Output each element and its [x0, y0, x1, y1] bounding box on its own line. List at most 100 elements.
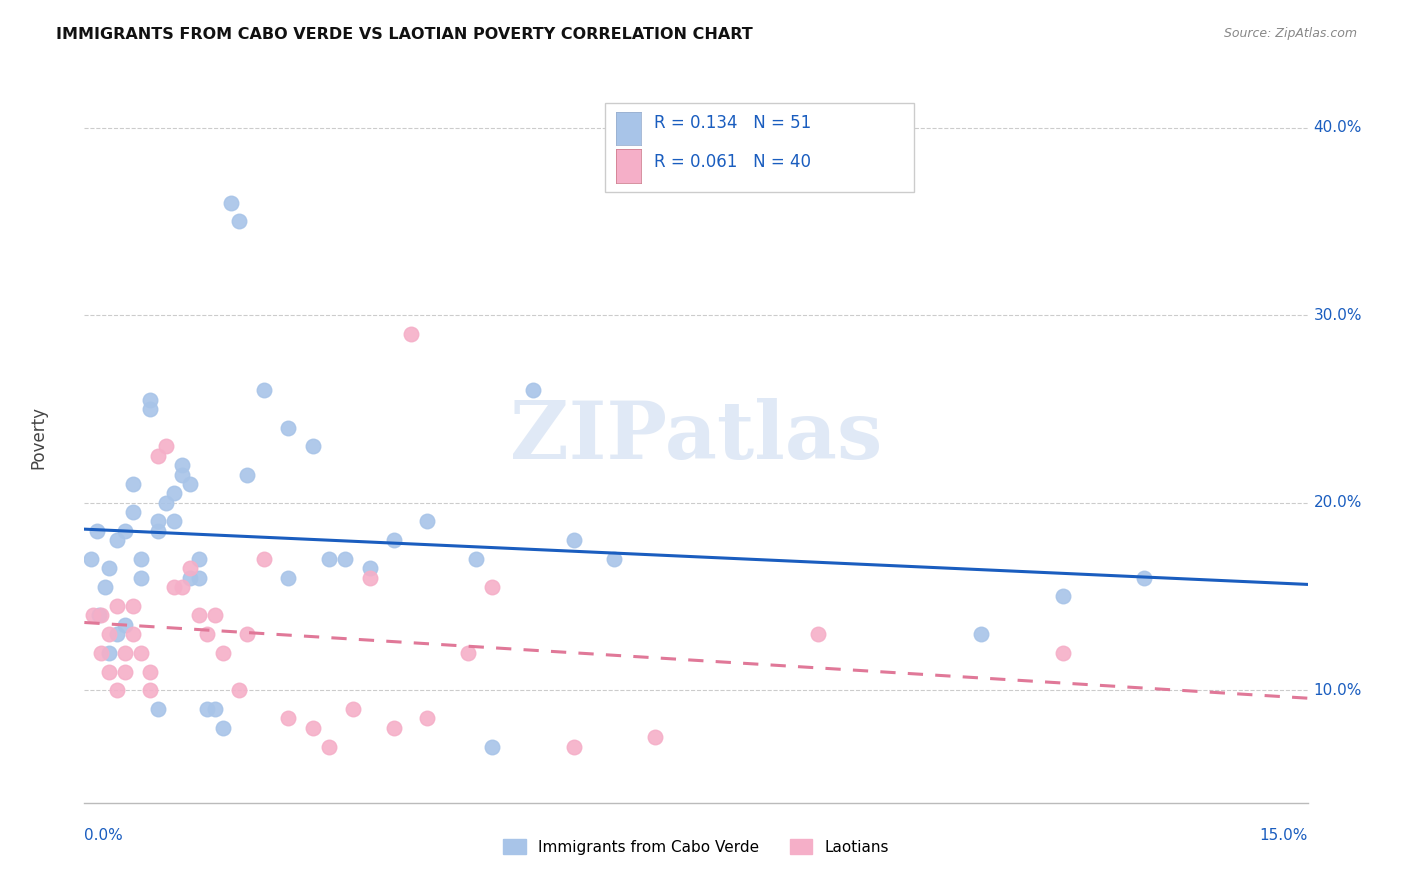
Point	[212, 646, 235, 660]
Text: 30.0%: 30.0%	[1313, 308, 1362, 323]
Point	[97, 627, 120, 641]
Point	[146, 449, 169, 463]
Point	[163, 515, 186, 529]
Text: IMMIGRANTS FROM CABO VERDE VS LAOTIAN POVERTY CORRELATION CHART: IMMIGRANTS FROM CABO VERDE VS LAOTIAN PO…	[56, 27, 754, 42]
Point	[122, 505, 145, 519]
Point	[179, 571, 201, 585]
Point	[187, 552, 209, 566]
Text: ZIPatlas: ZIPatlas	[510, 398, 882, 476]
Point	[172, 580, 194, 594]
Point	[138, 392, 160, 407]
Point	[301, 721, 323, 735]
Point	[155, 496, 177, 510]
Point	[114, 665, 136, 679]
Point	[562, 533, 585, 548]
Point	[131, 571, 153, 585]
Text: R = 0.134   N = 51: R = 0.134 N = 51	[654, 114, 811, 132]
Point	[114, 617, 136, 632]
Point	[204, 608, 226, 623]
Point	[382, 721, 405, 735]
Point	[195, 627, 218, 641]
Point	[359, 571, 381, 585]
Point	[138, 683, 160, 698]
Point	[236, 467, 259, 482]
Point	[644, 730, 666, 744]
Point	[179, 477, 201, 491]
Point	[562, 739, 585, 754]
Point	[359, 561, 381, 575]
Point	[172, 467, 194, 482]
Point	[253, 383, 276, 397]
Point	[807, 627, 830, 641]
Point	[105, 683, 128, 698]
Point	[342, 702, 364, 716]
Point	[457, 646, 479, 660]
Point	[105, 533, 128, 548]
Point	[122, 627, 145, 641]
Point	[172, 458, 194, 473]
Point	[204, 702, 226, 716]
Point	[90, 646, 112, 660]
Point	[318, 552, 340, 566]
Point	[399, 326, 422, 341]
Point	[970, 627, 993, 641]
Point	[481, 580, 503, 594]
Point	[277, 420, 299, 434]
Point	[90, 608, 112, 623]
Point	[80, 552, 103, 566]
Point	[416, 515, 439, 529]
Point	[464, 552, 486, 566]
Point	[522, 383, 544, 397]
Point	[146, 702, 169, 716]
Point	[382, 533, 405, 548]
Point	[187, 608, 209, 623]
Text: 40.0%: 40.0%	[1313, 120, 1362, 135]
Point	[146, 524, 169, 538]
Point	[131, 646, 153, 660]
Point	[1052, 646, 1074, 660]
Point	[179, 561, 201, 575]
Point	[146, 515, 169, 529]
Point	[86, 524, 108, 538]
Point	[335, 552, 357, 566]
Point	[277, 571, 299, 585]
Point	[97, 561, 120, 575]
Text: 20.0%: 20.0%	[1313, 495, 1362, 510]
Text: 15.0%: 15.0%	[1260, 829, 1308, 844]
Point	[277, 711, 299, 725]
Point	[82, 608, 104, 623]
Point	[138, 665, 160, 679]
Point	[1133, 571, 1156, 585]
Point	[603, 552, 626, 566]
Point	[138, 401, 160, 416]
Text: Source: ZipAtlas.com: Source: ZipAtlas.com	[1223, 27, 1357, 40]
Point	[212, 721, 235, 735]
Point	[253, 552, 276, 566]
Text: 0.0%: 0.0%	[84, 829, 124, 844]
Point	[416, 711, 439, 725]
Point	[318, 739, 340, 754]
Point	[131, 552, 153, 566]
Point	[481, 739, 503, 754]
Point	[114, 524, 136, 538]
Legend: Immigrants from Cabo Verde, Laotians: Immigrants from Cabo Verde, Laotians	[496, 833, 896, 861]
Point	[105, 599, 128, 613]
Text: R = 0.061   N = 40: R = 0.061 N = 40	[654, 153, 811, 171]
Text: Poverty: Poverty	[30, 406, 48, 468]
Point	[195, 702, 218, 716]
Point	[236, 627, 259, 641]
Point	[163, 486, 186, 500]
Point	[114, 646, 136, 660]
Point	[97, 665, 120, 679]
Point	[122, 477, 145, 491]
Point	[105, 627, 128, 641]
Point	[187, 571, 209, 585]
Point	[163, 580, 186, 594]
Point	[228, 214, 250, 228]
Point	[219, 195, 242, 210]
Point	[301, 440, 323, 454]
Point	[93, 580, 115, 594]
Point	[122, 599, 145, 613]
Point	[87, 608, 110, 623]
Point	[228, 683, 250, 698]
